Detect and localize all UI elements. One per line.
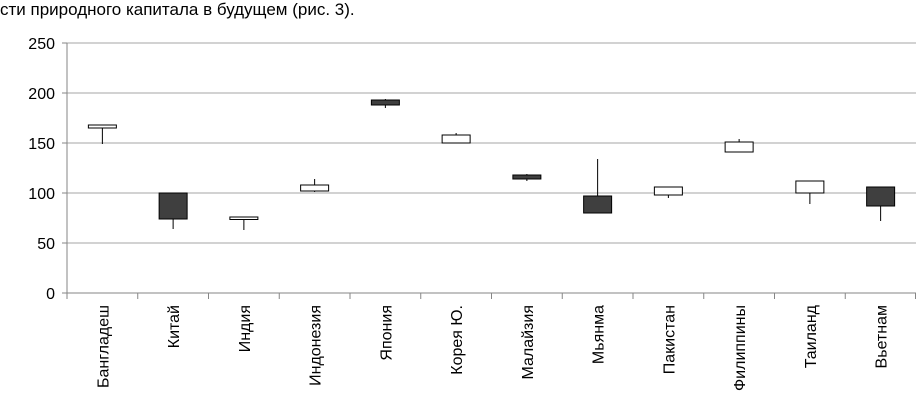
y-axis-tick-labels: 0 50 100 150 200 250 (28, 36, 55, 303)
candle-body (583, 195, 613, 214)
x-category-label: Малайзия (520, 305, 537, 380)
x-category-label: Япония (378, 305, 395, 361)
gridlines (67, 42, 916, 244)
candle (229, 216, 259, 230)
candles (87, 99, 896, 230)
x-category-label: Корея Ю. (449, 305, 466, 375)
candle (512, 174, 542, 181)
x-category-label: Китай (166, 305, 183, 348)
candle (866, 186, 896, 221)
x-category-label: Таиланд (803, 304, 820, 368)
candle (724, 139, 754, 153)
candle (158, 192, 188, 229)
x-category-label: Вьетнам (874, 305, 891, 368)
candle (370, 99, 400, 108)
candle-body (724, 141, 754, 153)
y-tick-label: 250 (28, 36, 55, 53)
candle-body (87, 124, 117, 129)
x-category-label: Индонезия (308, 305, 325, 386)
candle-body (866, 186, 896, 207)
candle (300, 179, 330, 192)
candle (441, 133, 471, 144)
x-category-label: Индия (237, 305, 254, 352)
y-tick-label: 0 (46, 286, 55, 303)
candle (795, 180, 825, 204)
candle-body (229, 216, 259, 220)
candle-body (441, 134, 471, 144)
y-tick-label: 200 (28, 86, 55, 103)
x-axis-category-labels: Бангладеш Китай Индия Индонезия Япония Корея … (95, 304, 890, 391)
x-category-label: Пакистан (661, 305, 678, 374)
candle-body (370, 99, 400, 106)
candle (87, 124, 117, 144)
candle-body (653, 186, 683, 196)
y-tick-label: 100 (28, 186, 55, 203)
candle-body (512, 174, 542, 180)
x-category-label: Бангладеш (95, 305, 112, 388)
candle (653, 186, 683, 198)
y-tick-label: 150 (28, 136, 55, 153)
candle (583, 159, 613, 214)
x-category-label: Мьянма (591, 305, 608, 364)
y-tick-label: 50 (37, 236, 55, 253)
candle-body (158, 192, 188, 220)
candle-body (795, 180, 825, 194)
caption-text: сти природного капитала в будущем (рис. … (0, 0, 355, 19)
candle-body (300, 184, 330, 192)
x-category-label: Филиппины (732, 305, 749, 391)
axes (62, 42, 916, 299)
